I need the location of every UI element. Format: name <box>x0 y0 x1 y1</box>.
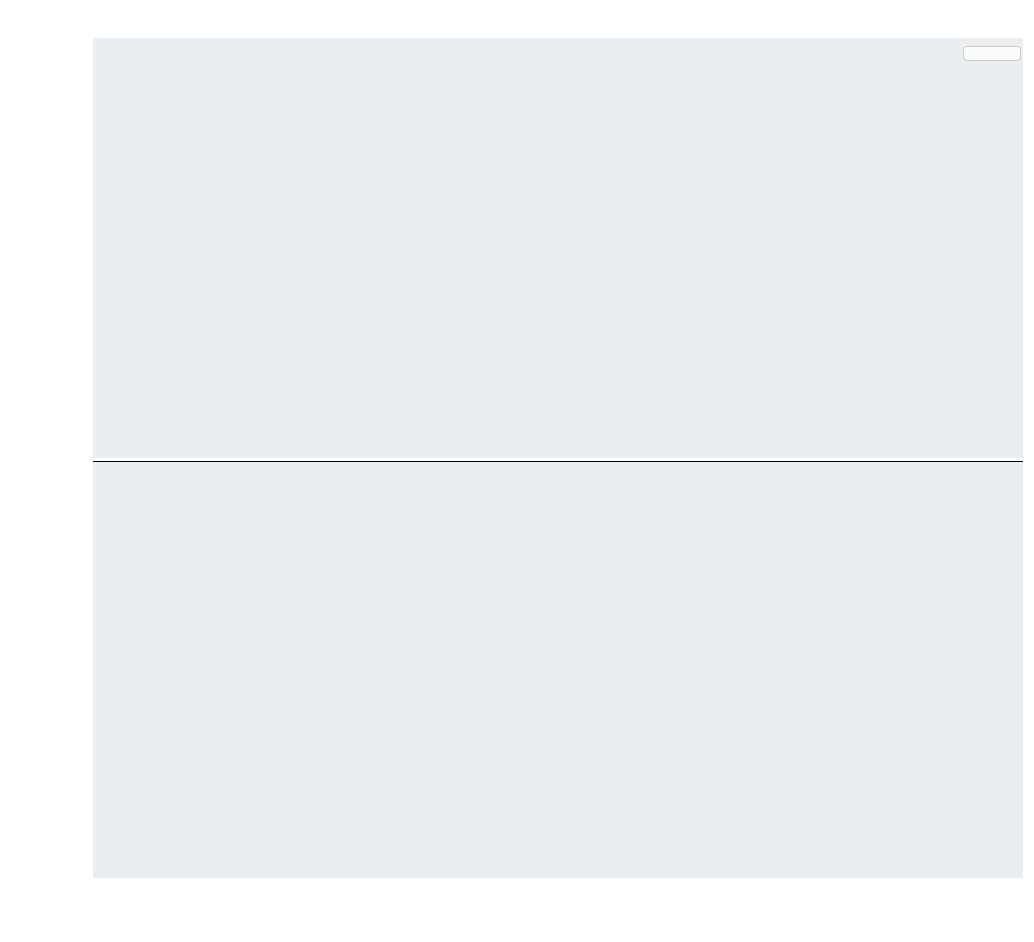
legend-box <box>963 46 1021 61</box>
company-marker-dot <box>93 38 100 45</box>
bottom-plot-area <box>93 461 1023 878</box>
top-y-axis-ticks <box>0 38 84 458</box>
legend-line-sample <box>974 52 1001 55</box>
bottom-y-axis-ticks <box>0 461 84 878</box>
top-plot-area <box>93 38 1023 458</box>
x-axis-ticks <box>93 885 1023 905</box>
zero-reference-line <box>93 461 1023 462</box>
